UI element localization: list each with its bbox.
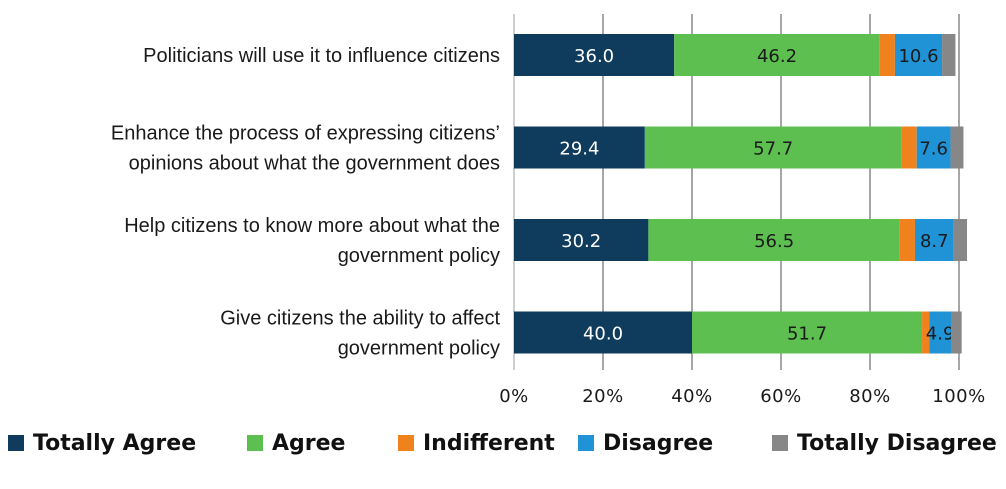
bar-indifferent-3 [899,219,915,261]
data-label-disagree-1: 10.6 [898,46,938,67]
legend: Totally Agree Agree Indifferent Disagree Tot… [8,431,997,456]
bar-agree-4 [692,311,923,354]
bars: 36.0 46.2 10.6 29.4 57.7 7.6 30.2 56.5 8.7 40.0 51… [514,34,968,354]
category-label-2-line-2: opinions about what the government does [129,153,500,175]
x-tick-label-60: 60% [760,386,802,407]
bar-indifferent-4 [922,311,930,354]
bar-totally-agree-2 [514,126,645,169]
category-label-1-line-1: Politicians will use it to influence cit… [143,45,500,67]
data-label-agree-1: 46.2 [757,46,797,67]
legend-label-totally-disagree: Totally Disagree [797,431,997,456]
data-label-agree-3: 56.5 [754,231,794,252]
data-label-totally-agree-1: 36.0 [574,46,614,67]
bar-disagree-2 [916,126,951,169]
legend-label-disagree: Disagree [603,431,713,456]
bar-totally-agree-1 [514,34,675,76]
x-tick-label-40: 40% [671,386,713,407]
data-label-disagree-3: 8.7 [920,231,949,252]
category-label-3-line-2: government policy [338,245,500,267]
legend-label-indifferent: Indifferent [423,431,555,456]
data-label-disagree-2: 7.6 [919,139,948,160]
bar-indifferent-1 [879,34,895,76]
bar-agree-3 [648,219,900,261]
bar-totally-agree-4 [514,311,692,354]
legend-swatch-agree [247,435,263,451]
bar-agree-2 [644,126,902,169]
legend-swatch-indifferent [398,435,414,451]
bar-totally-agree-3 [514,219,649,261]
category-label-4-line-1: Give citizens the ability to affect [220,308,500,330]
legend-swatch-totally-disagree [772,435,788,451]
bar-agree-1 [674,34,880,76]
bar-totally-disagree-1 [942,34,956,76]
bar-disagree-3 [914,219,954,261]
bar-totally-disagree-3 [953,219,968,261]
x-tick-label-0: 0% [499,386,529,407]
data-label-disagree-4: 4.9 [926,324,955,345]
x-axis-ticks: 0% 20% 40% 60% 80% 100% [499,386,985,407]
data-label-agree-2: 57.7 [753,139,793,160]
legend-swatch-disagree [578,435,594,451]
data-label-totally-agree-3: 30.2 [561,231,601,252]
legend-label-agree: Agree [272,431,345,456]
data-label-totally-agree-2: 29.4 [559,139,599,160]
legend-swatch-totally-agree [8,435,24,451]
category-label-4-line-2: government policy [338,338,500,360]
bar-totally-disagree-4 [950,311,962,354]
category-label-2-line-1: Enhance the process of expressing citize… [111,123,500,145]
x-tick-label-100: 100% [932,386,985,407]
x-tick-label-20: 20% [582,386,624,407]
bar-disagree-1 [894,34,943,76]
data-label-totally-agree-4: 40.0 [583,324,623,345]
legend-label-totally-agree: Totally Agree [33,431,196,456]
bar-totally-disagree-2 [950,126,964,169]
category-label-3-line-1: Help citizens to know more about what th… [124,215,500,237]
category-labels: Politicians will use it to influence cit… [111,45,501,360]
bar-indifferent-2 [901,126,917,169]
bar-disagree-4 [929,311,951,354]
data-label-agree-4: 51.7 [787,324,827,345]
x-tick-label-80: 80% [849,386,891,407]
